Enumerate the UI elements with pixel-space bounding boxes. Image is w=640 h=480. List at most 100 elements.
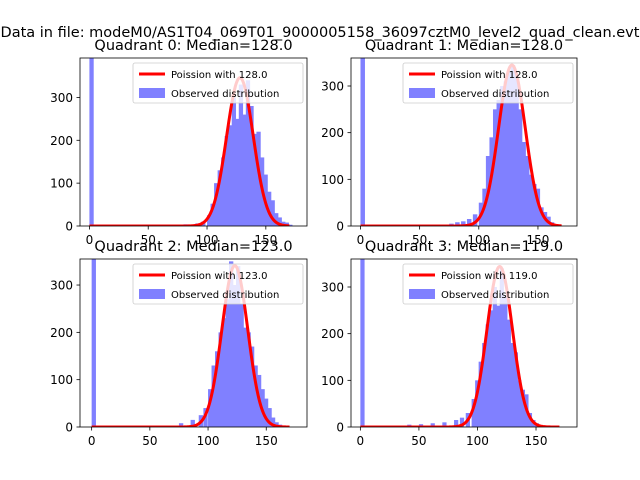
y-tick-label: 200	[50, 134, 73, 148]
x-tick-label: 50	[141, 233, 156, 247]
histogram-bar	[207, 215, 212, 226]
legend-label-poisson: Poission with 128.0	[171, 70, 267, 81]
plot-frame	[350, 57, 578, 227]
histogram-bar	[500, 86, 505, 226]
y-tick-label: 0	[336, 220, 344, 234]
x-tick-label: 150	[525, 434, 548, 448]
y-tick-label: 200	[321, 126, 344, 140]
histogram-bar	[277, 217, 282, 226]
poisson-curve	[90, 264, 291, 427]
legend: Poission with 119.0 Observed distribution	[402, 263, 574, 305]
histogram-bar	[235, 266, 241, 427]
histogram-bar	[503, 296, 508, 427]
y-tick-label: 0	[65, 220, 73, 234]
histogram-bar	[513, 352, 518, 427]
histogram-bar	[521, 142, 526, 226]
x-tick-label: 100	[196, 233, 219, 247]
histogram-bar	[225, 299, 230, 427]
panel-title: Quadrant 2: Median=123.0	[94, 239, 292, 255]
legend: Poission with 123.0 Observed distribution	[132, 263, 304, 305]
plot-frame	[79, 57, 308, 227]
legend-box	[402, 62, 574, 104]
histogram-bar	[514, 76, 519, 226]
legend-label-observed: Observed distribution	[171, 89, 279, 100]
quadrant-3-panel: 0 50 100 150 0 100 200 300 Quadrant 3: Median=11…	[321, 239, 578, 448]
panel-title: Quadrant 3: Median=119.0	[365, 239, 563, 255]
legend-label-poisson: Poission with 119.0	[441, 271, 537, 282]
histogram-bar	[360, 58, 365, 226]
histogram-bar	[475, 380, 480, 427]
histogram-bar	[274, 213, 279, 226]
x-tick-label: 100	[466, 434, 489, 448]
x-tick-label: 0	[357, 434, 365, 448]
histogram-bar	[242, 114, 247, 226]
legend-box	[132, 62, 304, 104]
x-tick-label: 100	[197, 434, 220, 448]
histogram-bar	[535, 188, 541, 226]
histogram-bar	[224, 136, 229, 226]
histogram-bar	[232, 285, 237, 427]
histogram-bar	[228, 125, 233, 226]
histogram-bar	[221, 157, 226, 226]
histogram-bar	[246, 332, 251, 427]
y-tick-label: 100	[321, 374, 344, 388]
legend-patch-swatch	[409, 289, 435, 299]
legend-label-poisson: Poission with 123.0	[171, 271, 267, 282]
plot-frame	[350, 258, 578, 428]
histogram-bar	[503, 81, 509, 226]
x-tick-label: 150	[255, 434, 278, 448]
legend: Poission with 128.0 Observed distribution	[132, 62, 304, 104]
histogram-bar	[472, 214, 478, 226]
histogram-bar	[455, 222, 460, 226]
histogram-bar	[215, 351, 220, 427]
histogram-bar	[528, 174, 533, 226]
y-tick-label: 100	[321, 173, 344, 187]
histogram-bar	[520, 389, 526, 427]
histogram-bar	[91, 259, 96, 427]
histogram-bar	[256, 131, 261, 226]
y-tick-label: 0	[336, 421, 344, 435]
histogram-bar	[492, 109, 498, 226]
panel-title: Quadrant 0: Median=128.0	[94, 38, 292, 54]
y-tick-label: 200	[50, 326, 73, 340]
histogram-bar	[496, 100, 502, 226]
legend: Poission with 128.0 Observed distribution	[402, 62, 574, 104]
histogram-bar	[210, 203, 215, 226]
histogram-bar	[524, 156, 530, 226]
histogram-bar	[249, 346, 255, 427]
histogram-bar	[532, 184, 537, 226]
quadrant-0-panel: 0 50 100 150 0 100 200 300 Quadrant 0: Median=12…	[50, 38, 308, 247]
histogram-bars	[91, 259, 283, 427]
legend-label-observed: Observed distribution	[441, 290, 549, 301]
x-tick-label: 50	[411, 434, 426, 448]
histogram-bar	[211, 365, 216, 427]
histogram-bar	[270, 417, 276, 427]
histogram-bar	[214, 183, 219, 226]
histogram-bar	[461, 221, 466, 226]
histogram-bar	[442, 422, 447, 427]
x-tick-label: 0	[357, 233, 365, 247]
y-tick-label: 300	[50, 279, 73, 293]
histogram-bar	[506, 319, 511, 427]
histogram-bar	[208, 389, 213, 427]
histogram-bar	[539, 207, 544, 226]
histogram-bar	[471, 399, 476, 427]
x-tick-label: 0	[88, 434, 96, 448]
histogram-bar	[489, 310, 494, 427]
histogram-bar	[253, 365, 258, 427]
histogram-bar	[517, 380, 522, 427]
legend-box	[402, 263, 574, 305]
legend-patch-swatch	[139, 289, 165, 299]
legend-patch-swatch	[139, 88, 165, 98]
x-tick-label: 50	[412, 233, 427, 247]
histogram-bar	[507, 72, 512, 226]
y-tick-label: 0	[65, 421, 73, 435]
histogram-bar	[242, 327, 248, 427]
histogram-bar	[238, 84, 244, 226]
x-tick-label: 150	[526, 233, 549, 247]
histogram-bar	[430, 423, 435, 427]
y-tick-label: 300	[321, 80, 344, 94]
histogram-bar	[517, 109, 523, 226]
x-tick-label: 100	[467, 233, 490, 247]
histogram-bar	[263, 398, 269, 427]
